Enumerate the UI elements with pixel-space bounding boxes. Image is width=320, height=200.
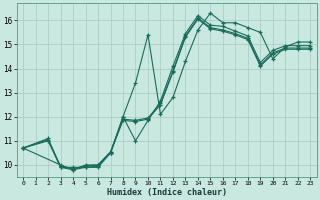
X-axis label: Humidex (Indice chaleur): Humidex (Indice chaleur) <box>107 188 227 197</box>
